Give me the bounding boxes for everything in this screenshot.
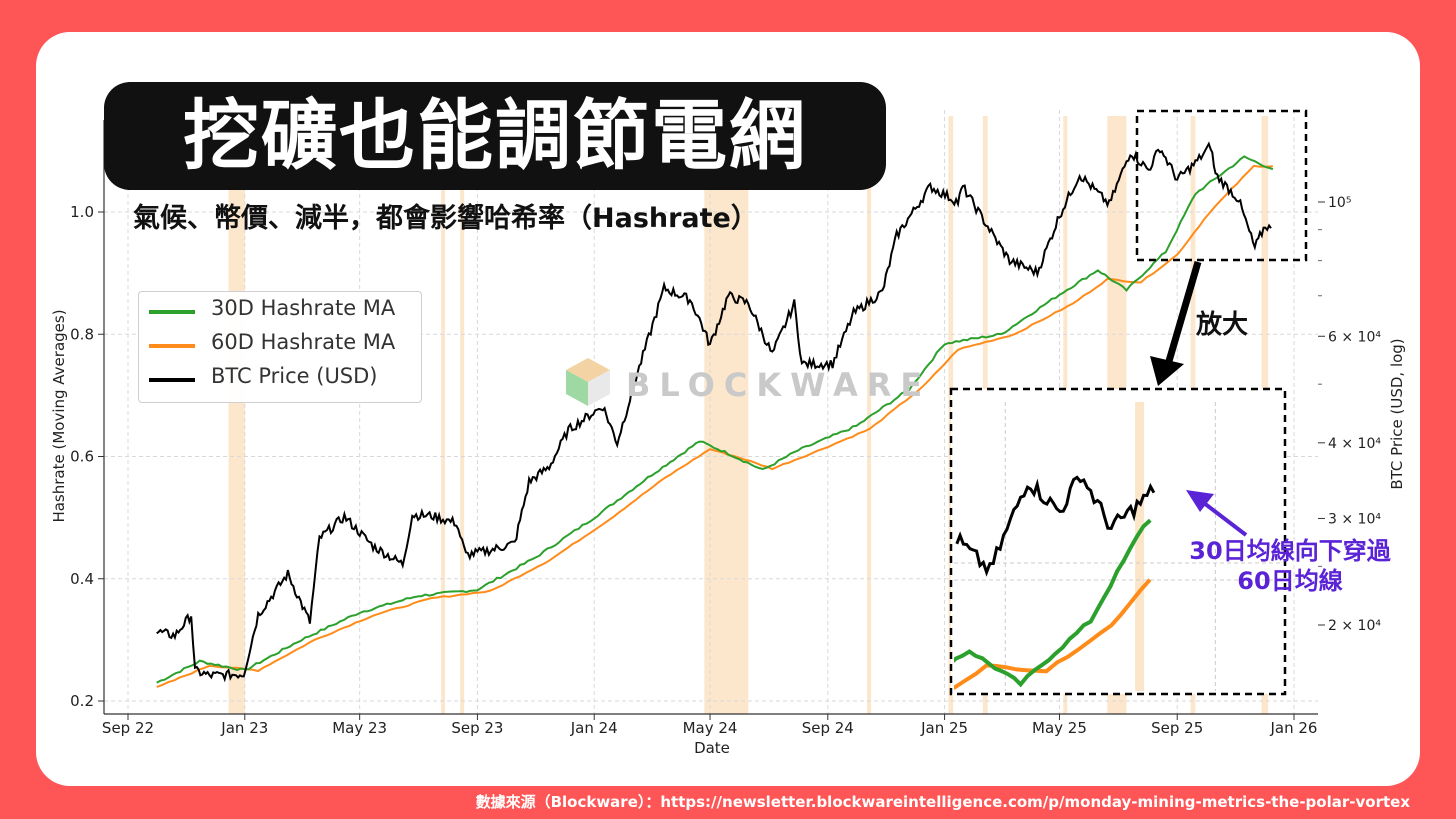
y-axis-label: Hashrate (Moving Averages) <box>50 309 68 522</box>
legend-label-ma30: 30D Hashrate MA <box>211 296 396 320</box>
x-tick-label: Sep 25 <box>1151 719 1203 737</box>
y-tick-label: 0.2 <box>70 692 94 710</box>
inset-chart <box>954 402 1282 691</box>
shaded-period <box>228 116 245 714</box>
shaded-period <box>441 116 446 714</box>
x-tick-label: May 23 <box>332 719 387 737</box>
legend-label-btc: BTC Price (USD) <box>211 364 378 388</box>
legend: 30D Hashrate MA 60D Hashrate MA BTC Pric… <box>138 291 422 403</box>
inset-shaded-period <box>1135 402 1145 691</box>
annotation-line-2: 60日均線 <box>1237 567 1343 595</box>
legend-label-ma60: 60D Hashrate MA <box>211 330 396 354</box>
inset-box <box>949 387 1287 696</box>
shaded-period <box>704 116 749 714</box>
inset-line-ma30 <box>954 518 1152 688</box>
source-note: 數據來源（Blockware）：https://newsletter.block… <box>475 793 1410 811</box>
x-tick-label: Jan 23 <box>220 719 268 737</box>
y-tick-label: 0.8 <box>70 325 94 343</box>
title-banner: 挖礦也能調節電網 <box>104 82 886 190</box>
zoom-arrow-head <box>1150 356 1184 386</box>
series-line-btc <box>156 141 1272 683</box>
axes: Sep 22 Jan 23 May 23 Sep 23 Jan 24 May 24 Sep … <box>50 120 1406 757</box>
annotation-arrow-head <box>1186 490 1214 512</box>
y2-axis-label: BTC Price (USD, log) <box>1388 338 1406 489</box>
x-tick-label: Jan 25 <box>920 719 968 737</box>
arrows <box>1150 261 1248 537</box>
series-line-ma60 <box>156 164 1273 688</box>
x-tick-label: May 24 <box>683 719 738 737</box>
inset-line-btc <box>955 475 1156 577</box>
x-tick-label: Jan 26 <box>1270 719 1318 737</box>
x-tick-label: May 25 <box>1032 719 1087 737</box>
page-subtitle: 氣候、幣價、減半，都會影響哈希率（Hashrate） <box>133 203 758 234</box>
series-layer <box>156 141 1274 688</box>
shaded-period <box>460 116 465 714</box>
annotation-arrow-shaft <box>1198 498 1248 537</box>
zoom-label: 放大 <box>1196 310 1249 340</box>
zoom-source-box <box>1135 109 1308 262</box>
y-tick-label: 0.4 <box>70 570 94 588</box>
y2-tick-label: 6 × 10⁴ <box>1328 329 1381 345</box>
watermark-logo-icon <box>562 356 614 412</box>
shaded-period <box>867 116 872 714</box>
x-tick-label: Jan 24 <box>570 719 618 737</box>
y-tick-label: 1.0 <box>70 203 94 221</box>
zoom-boxes <box>949 109 1308 696</box>
y2-tick-label: 2 × 10⁴ <box>1328 618 1381 634</box>
zoom-arrow-shaft <box>1163 261 1202 369</box>
y2-tick-label: 10⁵ <box>1328 195 1351 211</box>
x-axis-label: Date <box>694 739 730 757</box>
y2-tick-label: 4 × 10⁴ <box>1328 436 1381 452</box>
x-tick-label: Sep 22 <box>102 719 154 737</box>
y2-tick-label: 3 × 10⁴ <box>1328 511 1381 527</box>
inset-background <box>951 389 1285 694</box>
y-tick-label: 0.6 <box>70 448 94 466</box>
crossover-annotation: 30日均線向下穿過 60日均線 <box>1170 536 1410 596</box>
series-line-ma30 <box>156 155 1274 684</box>
x-tick-label: Sep 23 <box>451 719 503 737</box>
watermark-text: BLOCKWARE <box>626 366 932 404</box>
annotation-line-1: 30日均線向下穿過 <box>1189 537 1391 565</box>
x-tick-label: Sep 24 <box>802 719 854 737</box>
page-title: 挖礦也能調節電網 <box>183 91 807 180</box>
inset-series-layer <box>954 475 1156 690</box>
